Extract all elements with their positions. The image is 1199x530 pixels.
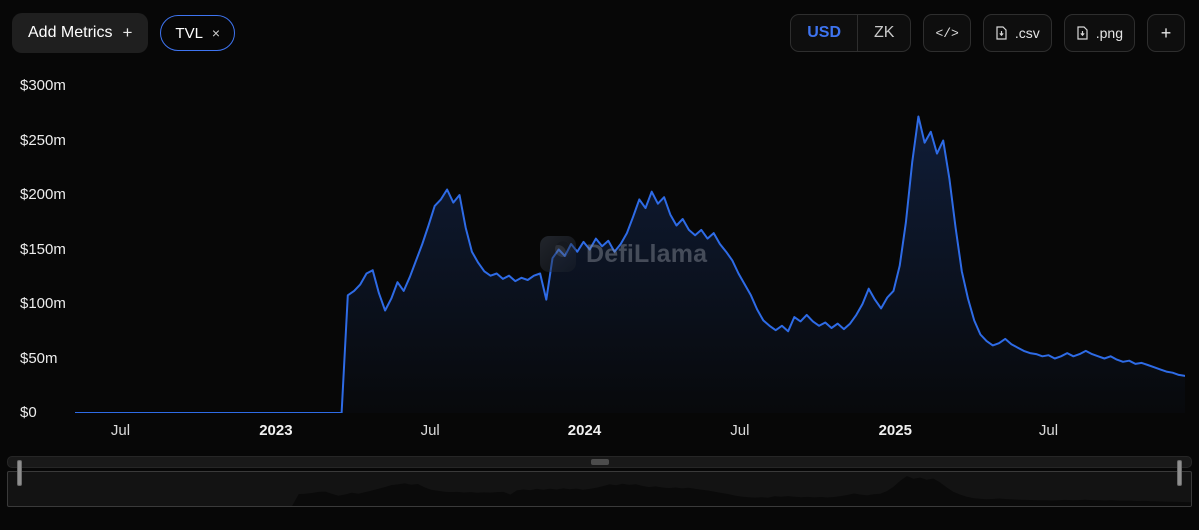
x-axis-label: Jul (110, 422, 131, 439)
x-axis-label: Jul (1038, 422, 1059, 439)
tvl-metric-pill[interactable]: TVL × (160, 15, 236, 51)
toolbar-right: USD ZK </> .csv .png + (790, 14, 1185, 52)
time-range-scrubber (7, 456, 1192, 507)
x-axis-label: Jul (420, 422, 440, 439)
scrubber-mini-chart (8, 476, 1191, 506)
plus-icon: + (1160, 22, 1172, 43)
download-png-button[interactable]: .png (1063, 14, 1135, 52)
x-axis-label: 2023 (259, 422, 293, 439)
y-axis-label: $300m (20, 77, 66, 94)
embed-icon: </> (935, 25, 959, 41)
chart-toolbar: Add Metrics + TVL × USD ZK </> .csv (12, 12, 1185, 54)
x-axis-label: 2025 (878, 422, 912, 439)
tvl-pill-label: TVL (175, 24, 203, 42)
scrubber-rail[interactable] (7, 456, 1192, 468)
x-axis-label: Jul (730, 422, 750, 439)
currency-option-usd[interactable]: USD (807, 24, 841, 41)
embed-button[interactable]: </> (923, 14, 971, 52)
y-axis-label: $250m (20, 131, 66, 149)
add-metrics-button[interactable]: Add Metrics + (12, 13, 149, 53)
currency-toggle: USD ZK (790, 14, 912, 52)
x-axis: Jul 2023 Jul 2024 Jul 2025 Jul (0, 422, 1199, 444)
currency-option-zk[interactable]: ZK (857, 15, 910, 51)
download-icon (996, 26, 1007, 40)
scrubber-left-handle[interactable] (17, 460, 22, 486)
png-button-label: .png (1095, 25, 1123, 41)
scrubber-window[interactable] (7, 471, 1192, 507)
y-axis-label: $100m (20, 295, 66, 312)
y-axis-label: $50m (20, 349, 58, 367)
download-icon (1077, 26, 1088, 40)
tvl-chart-area: $300m $250m $200m $150m $100m $50m $0 DefiLlam… (0, 60, 1199, 450)
tvl-area-chart[interactable] (75, 86, 1185, 413)
add-chart-button[interactable]: + (1147, 14, 1185, 52)
y-axis-label: $150m (20, 240, 66, 258)
add-metrics-label: Add Metrics (28, 24, 113, 41)
toolbar-left: Add Metrics + TVL × (12, 13, 236, 53)
plus-icon: + (122, 23, 133, 42)
x-axis-label: 2024 (567, 422, 602, 439)
close-icon[interactable]: × (211, 25, 221, 41)
y-axis-label: $0 (20, 404, 37, 421)
scrubber-grip[interactable] (590, 459, 609, 465)
scrubber-right-handle[interactable] (1177, 460, 1182, 486)
csv-button-label: .csv (1014, 25, 1040, 41)
y-axis-label: $200m (20, 186, 66, 203)
download-csv-button[interactable]: .csv (982, 14, 1052, 52)
